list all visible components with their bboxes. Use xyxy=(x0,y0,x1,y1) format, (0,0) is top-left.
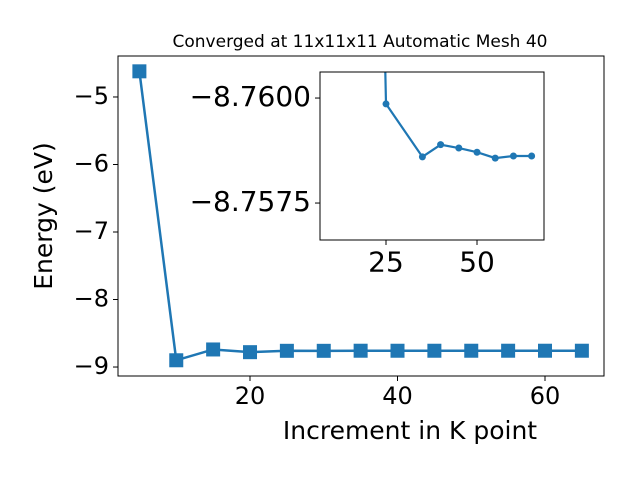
y-tick-label: −7 xyxy=(74,217,109,245)
data-point xyxy=(538,343,553,358)
data-point xyxy=(206,342,221,357)
data-point xyxy=(382,100,390,108)
data-point xyxy=(455,144,463,152)
plot-content xyxy=(132,64,589,368)
y-tick-label: −8.7575 xyxy=(190,185,311,218)
plot-frame xyxy=(117,55,605,377)
y-tick-label: −9 xyxy=(74,352,109,380)
plot-frame xyxy=(319,71,545,241)
y-tick-label: −6 xyxy=(74,149,109,177)
data-point xyxy=(418,153,426,161)
x-tick-label: 20 xyxy=(235,382,266,410)
y-axis-label: Energy (eV) xyxy=(29,142,58,289)
plot-content xyxy=(382,72,536,162)
data-point xyxy=(132,64,147,79)
data-point xyxy=(501,343,516,358)
data-point xyxy=(353,343,368,358)
x-tick-label: 60 xyxy=(530,382,561,410)
data-point xyxy=(509,152,517,160)
data-point xyxy=(390,343,405,358)
data-point xyxy=(491,154,499,162)
data-point xyxy=(279,343,294,358)
data-point xyxy=(574,343,589,358)
data-point xyxy=(316,343,331,358)
data-point xyxy=(169,353,184,368)
data-point xyxy=(473,148,481,156)
y-tick-label: −5 xyxy=(74,82,109,110)
x-tick-label: 25 xyxy=(368,245,404,278)
y-tick-label: −8 xyxy=(74,285,109,313)
data-point xyxy=(528,152,536,160)
data-point xyxy=(243,345,258,360)
data-point xyxy=(437,141,445,149)
data-point xyxy=(427,343,442,358)
y-tick-label: −8.7600 xyxy=(190,80,311,113)
x-tick-label: 40 xyxy=(382,382,413,410)
data-point xyxy=(464,343,479,358)
x-tick-label: 50 xyxy=(459,245,495,278)
x-axis-label: Increment in K point xyxy=(283,416,537,445)
chart-title: Converged at 11x11x11 Automatic Mesh 40 xyxy=(173,32,548,52)
